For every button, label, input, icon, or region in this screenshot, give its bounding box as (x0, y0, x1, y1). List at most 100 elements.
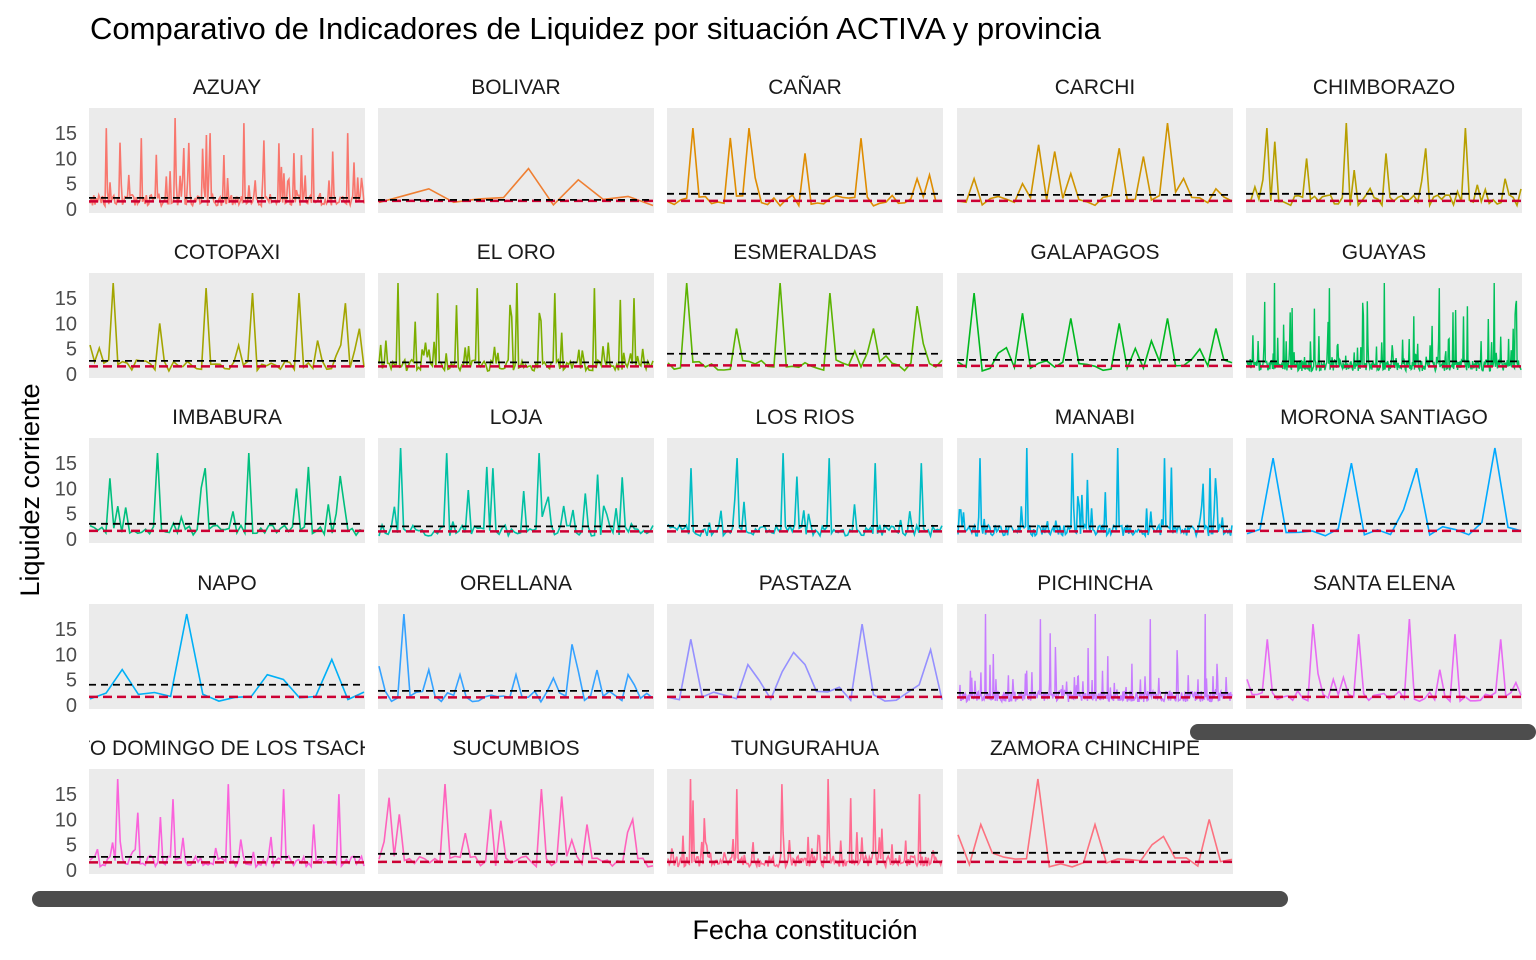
series-line (89, 778, 365, 869)
panel-background (667, 108, 943, 213)
panel-background (89, 438, 365, 543)
facet-panel: EL ORO (378, 241, 654, 378)
facet-panel: GALAPAGOS (957, 241, 1233, 378)
y-tick-label: 5 (66, 670, 77, 692)
panel-background (957, 273, 1233, 378)
facet-strip-label: LOJA (490, 406, 543, 429)
series-line (378, 282, 654, 373)
panel-background (378, 769, 654, 874)
y-tick-label: 5 (66, 174, 77, 196)
facet-strip-label: GALAPAGOS (1030, 241, 1159, 264)
y-tick-label: 15 (55, 288, 77, 310)
facet-strip-label: BOLIVAR (471, 76, 560, 99)
facet-panel: TUNGURAHUA (667, 737, 943, 874)
facet-panel: GUAYAS (1246, 241, 1522, 378)
facet-strip-label: PICHINCHA (1037, 572, 1153, 595)
facet-strip-label: GUAYAS (1342, 241, 1426, 264)
series-line (1246, 619, 1522, 704)
y-tick-label: 15 (55, 453, 77, 475)
panel-background (667, 769, 943, 874)
facet-strip-label: TUNGURAHUA (731, 737, 879, 760)
x-axis-label: Fecha constitución (692, 915, 918, 945)
facet-strip-label: SANTO DOMINGO DE LOS TSACHILAS (34, 737, 419, 760)
y-tick-label: 0 (66, 199, 77, 221)
y-tick-label: 10 (55, 644, 77, 666)
facet-strip-label: IMBABURA (172, 406, 282, 429)
facet-panel: MANABI (957, 406, 1233, 543)
facet-strip-label: ORELLANA (460, 572, 572, 595)
facet-panel: ZAMORA CHINCHIPE (957, 737, 1233, 874)
facet-panel: ESMERALDAS (667, 241, 943, 378)
facet-panel: CHIMBORAZO (1246, 76, 1522, 213)
panel-background (667, 273, 943, 378)
y-tick-label: 5 (66, 504, 77, 526)
facet-panel: PICHINCHA (957, 572, 1233, 709)
series-line (378, 613, 654, 704)
y-tick-label: 0 (66, 695, 77, 717)
panel-background (378, 108, 654, 213)
facet-strip-label: SUCUMBIOS (452, 737, 579, 760)
y-tick-label: 0 (66, 364, 77, 386)
series-line (957, 293, 1233, 372)
series-line (89, 613, 365, 702)
series-line (1246, 447, 1522, 537)
y-tick-label: 0 (66, 529, 77, 551)
y-tick-label: 15 (55, 123, 77, 145)
facet-strip-label: LOS RIOS (755, 406, 854, 429)
facet-strip-label: NAPO (197, 572, 257, 595)
panel-background (667, 604, 943, 709)
facet-strip-label: ZAMORA CHINCHIPE (990, 737, 1200, 760)
facet-panel: IMBABURA (89, 406, 365, 543)
facet-panel: SANTA ELENA (1246, 572, 1522, 709)
facet-panel: CAÑAR (667, 75, 943, 213)
facet-strip-label: EL ORO (477, 241, 556, 264)
series-line (89, 282, 365, 373)
facet-strip-label: MORONA SANTIAGO (1280, 406, 1488, 429)
facet-panel: NAPO (89, 572, 365, 709)
y-tick-label: 5 (66, 835, 77, 857)
panel-background (957, 769, 1233, 874)
facet-strip-label: ESMERALDAS (733, 241, 877, 264)
panel-background (1246, 438, 1522, 543)
series-line (667, 623, 943, 703)
facet-strip-label: CARCHI (1055, 76, 1136, 99)
y-tick-label: 10 (55, 313, 77, 335)
horizontal-scrollbar-upper[interactable] (1190, 724, 1536, 740)
facet-panel: COTOPAXI (89, 241, 365, 378)
facet-strip-label: COTOPAXI (174, 241, 281, 264)
facet-panel: MORONA SANTIAGO (1246, 406, 1522, 543)
facet-panel: BOLIVAR (378, 76, 654, 213)
facet-strip-label: CAÑAR (768, 75, 842, 99)
panel-background (1246, 108, 1522, 213)
y-tick-label: 5 (66, 339, 77, 361)
facet-panel: LOS RIOS (667, 406, 943, 543)
series-line (957, 613, 1233, 704)
series-line (957, 778, 1233, 868)
facet-panel: SANTO DOMINGO DE LOS TSACHILAS (34, 737, 419, 874)
series-line (378, 784, 654, 869)
series-line (957, 447, 1233, 539)
y-tick-label: 0 (66, 860, 77, 882)
facet-panel: AZUAY (89, 76, 365, 213)
facet-strip-label: SANTA ELENA (1313, 572, 1455, 595)
y-tick-label: 15 (55, 784, 77, 806)
facet-strip-label: AZUAY (193, 76, 261, 99)
chart-title: Comparativo de Indicadores de Liquidez p… (90, 11, 1101, 46)
facet-strip-label: MANABI (1055, 406, 1136, 429)
facet-panel: ORELLANA (378, 572, 654, 709)
y-tick-label: 15 (55, 619, 77, 641)
panel-background (89, 604, 365, 709)
facet-panel: SUCUMBIOS (378, 737, 654, 874)
facet-strip-label: CHIMBORAZO (1313, 76, 1455, 99)
horizontal-scrollbar-lower[interactable] (32, 891, 1288, 907)
facet-strip-label: PASTAZA (759, 572, 852, 595)
panel-background (1246, 604, 1522, 709)
y-tick-label: 10 (55, 148, 77, 170)
series-line (957, 123, 1233, 207)
y-tick-label: 10 (55, 809, 77, 831)
facet-panel: PASTAZA (667, 572, 943, 709)
facet-panel: LOJA (378, 406, 654, 543)
series-line (378, 447, 654, 538)
y-tick-label: 10 (55, 478, 77, 500)
